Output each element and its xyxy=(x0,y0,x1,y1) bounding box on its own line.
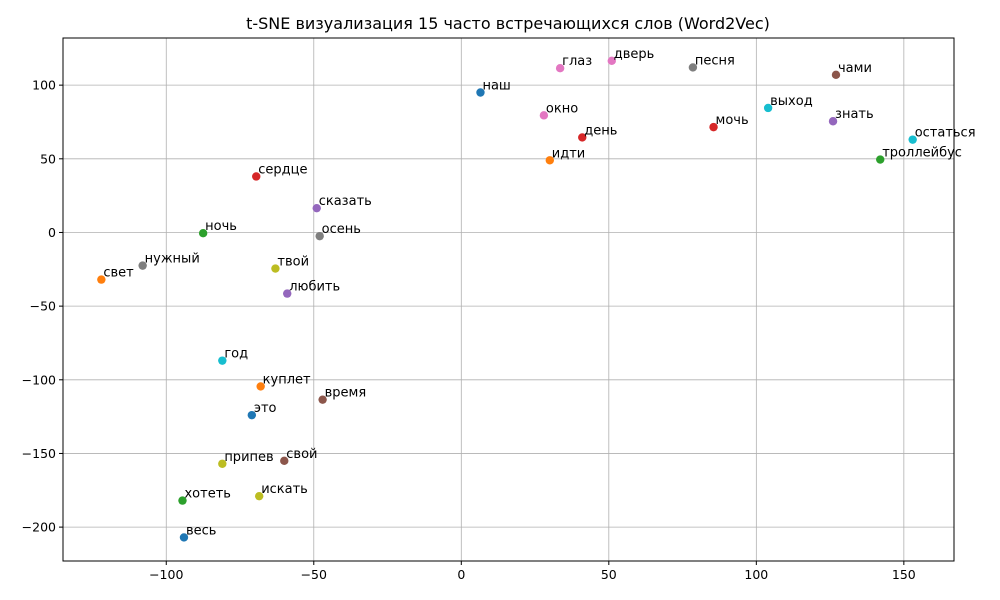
point-label: куплет xyxy=(263,372,311,387)
point-label: дверь xyxy=(614,47,655,62)
point-label: это xyxy=(254,401,277,416)
grid-lines xyxy=(63,38,954,561)
data-point xyxy=(607,56,616,66)
data-point xyxy=(198,229,208,238)
x-tick-label: 150 xyxy=(892,567,916,582)
data-point xyxy=(97,275,106,284)
data-point xyxy=(709,122,718,132)
data-point xyxy=(280,456,289,466)
point-label: остаться xyxy=(915,126,976,141)
data-point xyxy=(179,533,189,542)
point-label: твой xyxy=(277,255,309,270)
plot-frame xyxy=(62,37,955,562)
y-tick-label: 0 xyxy=(48,225,56,240)
data-point xyxy=(476,88,485,97)
chart-title: t-SNE визуализация 15 часто встречающихс… xyxy=(246,14,770,33)
data-point xyxy=(688,63,698,72)
point-label: свой xyxy=(286,447,317,462)
data-point xyxy=(876,155,885,164)
data-point xyxy=(545,156,555,165)
data-point xyxy=(271,264,280,273)
point-label: искать xyxy=(261,482,308,497)
point-label: знать xyxy=(835,107,874,122)
point-label: хотеть xyxy=(184,487,230,502)
y-tick-label: −150 xyxy=(22,446,56,461)
point-label: осень xyxy=(322,222,361,237)
point-label: свет xyxy=(103,266,134,281)
data-point xyxy=(218,459,227,468)
point-label: нужный xyxy=(145,252,200,267)
plot-area xyxy=(63,38,954,561)
data-point xyxy=(178,496,187,505)
data-point xyxy=(247,410,257,420)
data-point xyxy=(578,133,587,142)
data-point xyxy=(138,261,147,270)
point-label: год xyxy=(224,347,248,362)
data-point xyxy=(252,172,261,181)
data-point xyxy=(539,111,549,120)
point-label: наш xyxy=(482,79,510,94)
point-label: сказать xyxy=(319,194,372,209)
point-label: припев xyxy=(224,450,273,465)
x-tick-label: −50 xyxy=(301,567,327,582)
data-point xyxy=(256,382,265,391)
x-tick-label: 100 xyxy=(744,567,768,582)
data-point xyxy=(828,117,838,126)
data-point xyxy=(763,103,773,113)
point-label: чами xyxy=(838,61,872,76)
x-tick-label: −100 xyxy=(149,567,183,582)
data-point xyxy=(254,491,264,501)
y-tick-label: 50 xyxy=(40,151,56,166)
point-label: выход xyxy=(770,94,813,109)
y-tick-label: 100 xyxy=(32,78,56,93)
point-label: ночь xyxy=(205,219,237,234)
point-label: мочь xyxy=(716,113,749,128)
data-point xyxy=(312,203,321,213)
data-point xyxy=(831,70,841,80)
y-axis-ticks: −200 −150 −100 −50 0 50 100 xyxy=(22,78,63,535)
point-label: день xyxy=(584,123,617,138)
point-label: сердце xyxy=(258,162,307,177)
point-labels: глаз дверь песня чами наш выход окно знать мочь д… xyxy=(103,47,975,539)
point-label: троллейбус xyxy=(882,146,962,161)
data-point xyxy=(318,395,327,404)
point-label: идти xyxy=(552,146,585,161)
point-label: песня xyxy=(695,53,735,68)
point-label: время xyxy=(325,386,367,401)
y-tick-label: −200 xyxy=(22,520,56,535)
point-label: любить xyxy=(289,280,340,295)
x-tick-label: 50 xyxy=(601,567,617,582)
y-tick-label: −50 xyxy=(30,299,56,314)
point-label: окно xyxy=(546,101,578,116)
data-point xyxy=(218,356,227,365)
point-label: весь xyxy=(186,523,216,538)
point-label: глаз xyxy=(562,54,592,69)
x-tick-label: 0 xyxy=(457,567,465,582)
data-point xyxy=(908,135,917,144)
data-point xyxy=(315,231,324,241)
data-point xyxy=(555,64,565,73)
x-axis-ticks: −100 −50 0 50 100 150 xyxy=(149,561,916,582)
y-tick-label: −100 xyxy=(22,372,56,387)
data-points xyxy=(97,56,917,542)
data-point xyxy=(283,289,292,298)
